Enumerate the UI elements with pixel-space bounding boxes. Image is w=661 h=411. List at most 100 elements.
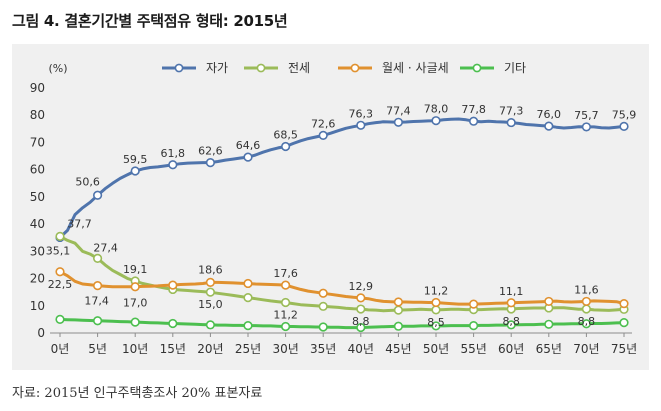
data-label: 27,4 xyxy=(93,241,118,254)
y-tick-label: 70 xyxy=(30,135,45,149)
y-tick-label: 0 xyxy=(37,326,45,340)
series-marker xyxy=(318,322,328,332)
series-marker xyxy=(619,318,629,328)
data-label: 77,4 xyxy=(386,104,411,117)
x-tick-label: 20년 xyxy=(197,342,223,356)
x-tick-label: 70년 xyxy=(573,342,599,356)
legend-marker xyxy=(256,63,266,73)
data-label: 76,3 xyxy=(349,107,374,120)
series-marker xyxy=(318,288,328,298)
series-marker xyxy=(431,297,441,308)
series-marker xyxy=(55,231,65,241)
legend-marker xyxy=(174,63,184,73)
series-marker xyxy=(243,152,253,162)
data-label: 11,1 xyxy=(499,285,524,298)
x-tick-label: 60년 xyxy=(498,342,524,356)
x-tick-label: 35년 xyxy=(310,342,336,356)
data-label: 78,0 xyxy=(424,103,449,116)
series-marker xyxy=(168,160,178,170)
data-label: 59,5 xyxy=(123,153,148,166)
x-tick-label: 10년 xyxy=(122,342,148,356)
chart-panel: (%) 0 10 20 30 40 50 60 70 80 90 0년 5년 10년 15년 20년 25년 30… xyxy=(12,44,649,370)
y-tick-label: 50 xyxy=(30,190,45,204)
data-label: 72,6 xyxy=(311,117,336,130)
data-label: 76,0 xyxy=(537,108,562,121)
data-label: 75,7 xyxy=(574,109,599,122)
series-marker xyxy=(55,267,65,277)
data-label: 15,0 xyxy=(198,298,223,311)
series-marker xyxy=(393,305,404,315)
x-tick-label: 0년 xyxy=(51,342,70,356)
y-tick-label: 10 xyxy=(30,299,45,313)
x-tick-label: 25년 xyxy=(235,342,261,356)
series-marker xyxy=(281,141,291,152)
series-marker xyxy=(506,298,516,308)
series-marker xyxy=(544,296,554,307)
series-marker xyxy=(356,322,366,333)
data-label: 75,9 xyxy=(612,108,637,121)
series-marker xyxy=(130,166,140,176)
series-marker xyxy=(318,301,328,311)
data-label: 8,8 xyxy=(502,315,520,328)
series-marker xyxy=(92,316,103,326)
series-marker xyxy=(469,116,479,126)
series-marker xyxy=(92,253,103,264)
data-label: 11,2 xyxy=(424,285,449,298)
figure-title: 그림 4. 결혼기간별 주택점유 형태: 2015년 xyxy=(12,12,288,30)
x-tick-label: 65년 xyxy=(536,342,562,356)
series-marker xyxy=(544,319,554,329)
series-line-3 xyxy=(58,317,626,330)
data-label: 11,2 xyxy=(273,309,298,322)
data-label: 11,6 xyxy=(574,283,599,296)
series-marker xyxy=(205,320,215,330)
x-tick-label: 55년 xyxy=(460,342,486,356)
series-marker xyxy=(55,314,65,324)
series-marker xyxy=(281,280,291,290)
data-label: 17,0 xyxy=(123,297,148,310)
data-label: 17,6 xyxy=(273,267,298,280)
legend-label: 자가 xyxy=(206,61,228,75)
y-tick-label: 80 xyxy=(30,108,45,122)
series-marker xyxy=(506,320,516,330)
x-tick-label: 50년 xyxy=(423,342,449,356)
series-marker xyxy=(469,321,479,331)
series-marker xyxy=(92,281,103,291)
y-tick-label: 20 xyxy=(30,272,45,286)
series-marker xyxy=(318,130,328,140)
x-tick-label: 30년 xyxy=(272,342,298,356)
legend-marker xyxy=(350,63,360,73)
x-tick-label: 40년 xyxy=(348,342,374,356)
series-marker xyxy=(92,190,103,200)
legend-label: 월세 · 사글세 xyxy=(382,61,449,75)
series-marker xyxy=(243,321,253,331)
legend-label: 전세 xyxy=(288,61,310,75)
series-marker xyxy=(281,321,291,332)
legend-label: 기타 xyxy=(504,61,526,75)
series-marker xyxy=(168,280,178,290)
data-labels: 35,1 37,7 50,6 59,5 61,8 62,6 64,6 68,5 72,6 76,3… xyxy=(46,103,637,329)
data-label: 12,9 xyxy=(349,280,374,293)
series-marker xyxy=(281,297,291,308)
x-tick-label: 15년 xyxy=(160,342,186,356)
y-tick-label: 90 xyxy=(30,81,45,95)
data-label: 64,6 xyxy=(236,139,261,152)
x-tick-label: 5년 xyxy=(88,342,107,356)
y-tick-label: 30 xyxy=(30,244,45,258)
data-label: 37,7 xyxy=(67,217,92,230)
data-label: 8,5 xyxy=(427,316,445,329)
data-label: 19,1 xyxy=(123,263,148,276)
y-tick-label: 40 xyxy=(30,217,45,231)
series-marker xyxy=(469,299,479,309)
series-marker xyxy=(205,277,215,287)
data-label: 68,5 xyxy=(273,129,298,142)
series-marker xyxy=(506,117,516,128)
series-marker xyxy=(581,319,592,329)
series-marker xyxy=(581,122,592,132)
y-axis-unit-label: (%) xyxy=(48,62,67,75)
series-lines xyxy=(55,116,629,333)
series-marker xyxy=(243,293,253,303)
line-chart: (%) 0 10 20 30 40 50 60 70 80 90 0년 5년 10년 15년 20년 25년 30… xyxy=(30,61,637,356)
source-note: 자료: 2015년 인구주택총조사 20% 표본자료 xyxy=(12,386,263,401)
axes: (%) 0 10 20 30 40 50 60 70 80 90 0년 5년 10년 15년 20년 25년 30… xyxy=(30,62,637,356)
series-marker xyxy=(431,305,441,315)
